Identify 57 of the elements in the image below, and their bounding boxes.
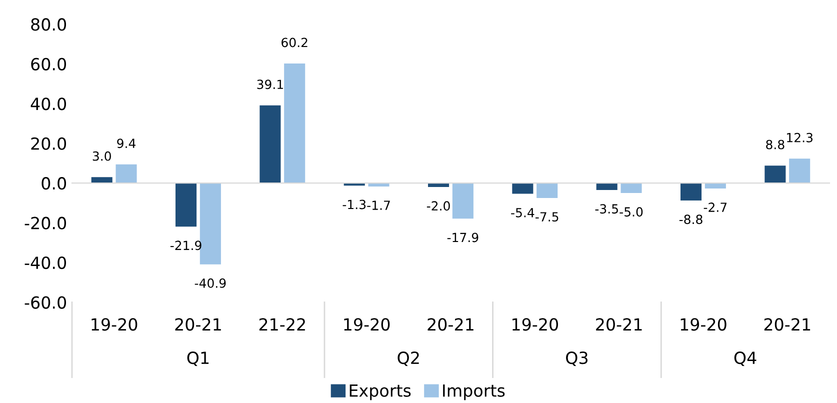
data-label: -1.7 [367, 200, 390, 210]
x-tick-label: 19-20 [344, 318, 390, 331]
x-tick-label: 19-20 [92, 318, 138, 331]
y-tick-label: -20.0 [24, 216, 66, 230]
data-label: 39.1 [257, 80, 283, 90]
text: Q2 [398, 351, 419, 366]
bar [368, 183, 390, 186]
bar [789, 158, 810, 184]
y-tick-label: 60.0 [31, 58, 66, 70]
data-label: 3.0 [92, 151, 111, 161]
data-label: 12.3 [787, 132, 813, 142]
x-tick-label: 21-22 [259, 318, 305, 330]
text: Q3 [566, 351, 588, 366]
bar [620, 183, 642, 194]
data-label: -8.8 [679, 214, 702, 224]
x-tick-label: 20-21 [175, 318, 221, 331]
bar [260, 105, 281, 184]
bar [452, 183, 474, 219]
y-tick-label: 40.0 [30, 98, 66, 110]
y-tick-label: -60.0 [24, 296, 66, 309]
data-label: -7.5 [536, 212, 558, 222]
data-label: 9.4 [117, 138, 136, 148]
y-tick-label: 0.0 [42, 177, 66, 190]
bar [596, 183, 618, 190]
bar [704, 183, 726, 188]
x-tick-label: 20-21 [428, 318, 474, 331]
data-label: -5.4 [511, 208, 534, 218]
data-label: -40.9 [194, 278, 226, 288]
bar [176, 183, 197, 227]
data-label: -2.7 [704, 202, 727, 212]
y-tick-label: 80.0 [31, 18, 66, 31]
bar [116, 164, 137, 184]
data-label: -21.9 [170, 240, 202, 250]
legend-label: Exports [350, 384, 411, 400]
data-label: -5.0 [620, 207, 643, 217]
bar [284, 64, 306, 184]
legend-label: Imports [443, 384, 505, 400]
y-tick-label: -40.0 [24, 256, 66, 270]
bar [680, 183, 702, 201]
bar [764, 166, 786, 184]
data-label: -2.0 [426, 201, 450, 211]
x-tick-label: 20-21 [596, 318, 642, 331]
x-tick-label: 19-20 [680, 318, 726, 331]
data-label: -17.9 [447, 232, 478, 242]
bar [200, 183, 221, 264]
bar [91, 177, 112, 184]
bar [536, 183, 558, 198]
data-label: -1.3 [342, 200, 366, 210]
text: Q1 [187, 351, 209, 366]
bar [512, 183, 534, 194]
x-tick-label: 19-20 [512, 318, 558, 331]
y-tick-label: 20.0 [31, 137, 66, 150]
data-label: 8.8 [766, 140, 784, 150]
data-label: 60.2 [282, 38, 308, 48]
text: Q4 [734, 351, 756, 366]
x-tick-label: 20-21 [764, 318, 810, 331]
data-label: -3.5 [595, 204, 618, 214]
